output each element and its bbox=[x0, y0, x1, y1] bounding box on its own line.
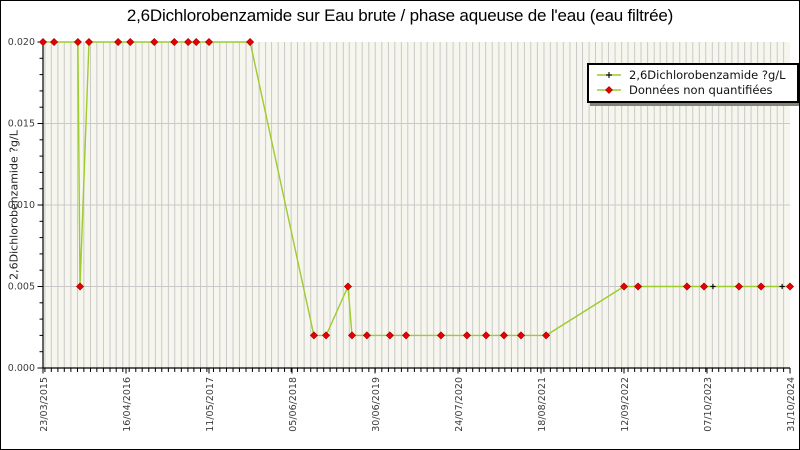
data-point-unquantified-marker bbox=[322, 331, 331, 340]
data-point-unquantified-marker bbox=[682, 282, 692, 291]
data-point-unquantified-marker bbox=[516, 331, 526, 340]
y-tick-label: 0.005 bbox=[8, 282, 35, 293]
data-point-unquantified-marker bbox=[246, 37, 255, 47]
x-tick-label: 30/06/2019 bbox=[371, 377, 382, 432]
data-point-unquantified-marker bbox=[619, 282, 629, 291]
data-point-unquantified-marker bbox=[634, 282, 643, 291]
data-point-unquantified-marker bbox=[50, 37, 59, 47]
data-point-unquantified-marker bbox=[385, 331, 394, 340]
data-point-unquantified-marker bbox=[38, 37, 48, 47]
legend-item-series: 2,6Dichlorobenzamide ?g/L bbox=[596, 68, 786, 82]
data-point-unquantified-marker bbox=[343, 282, 352, 291]
x-tick-label: 24/07/2020 bbox=[454, 377, 465, 432]
x-tick-label: 23/03/2015 bbox=[39, 377, 50, 432]
legend-label: 2,6Dichlorobenzamide ?g/L bbox=[629, 68, 786, 82]
legend: 2,6Dichlorobenzamide ?g/L Données non qu… bbox=[587, 63, 799, 103]
data-point-unquantified-marker bbox=[76, 282, 85, 291]
y-tick-label: 0.020 bbox=[8, 37, 35, 48]
legend-marker-plus-icon bbox=[597, 72, 621, 78]
data-point-unquantified-marker bbox=[150, 37, 159, 47]
data-point-unquantified-marker bbox=[114, 37, 123, 47]
data-point-unquantified-marker bbox=[347, 331, 357, 340]
data-point-unquantified-marker bbox=[126, 37, 135, 47]
data-point-unquantified-marker bbox=[699, 282, 709, 291]
data-point-unquantified-marker bbox=[482, 331, 491, 340]
data-point-unquantified-marker bbox=[542, 331, 551, 340]
x-tick-label: 12/09/2022 bbox=[620, 377, 631, 432]
data-point-unquantified-marker bbox=[499, 331, 508, 340]
data-point-unquantified-marker bbox=[734, 282, 743, 291]
data-point-unquantified-marker bbox=[184, 37, 193, 47]
x-tick-label: 11/05/2017 bbox=[205, 377, 216, 432]
data-point-unquantified-marker bbox=[73, 37, 82, 47]
legend-label: Données non quantifiées bbox=[629, 83, 773, 97]
data-point-unquantified-marker bbox=[192, 37, 201, 47]
data-point-unquantified-marker bbox=[362, 331, 371, 340]
y-tick-label: 0.000 bbox=[8, 363, 35, 374]
data-point-unquantified-marker bbox=[402, 331, 411, 340]
x-tick-label: 05/06/2018 bbox=[288, 377, 299, 432]
legend-item-unquantified: Données non quantifiées bbox=[596, 83, 786, 97]
x-tick-label: 31/10/2024 bbox=[786, 377, 797, 432]
data-point-unquantified-marker bbox=[170, 37, 179, 47]
y-tick-label: 0.010 bbox=[8, 200, 35, 211]
data-point-unquantified-marker bbox=[785, 282, 795, 291]
data-point-unquantified-marker bbox=[309, 331, 318, 340]
data-point-unquantified-marker bbox=[757, 282, 766, 291]
data-point-unquantified-marker bbox=[436, 331, 445, 340]
x-tick-label: 18/08/2021 bbox=[537, 377, 548, 432]
chart-title: 2,6Dichlorobenzamide sur Eau brute / pha… bbox=[126, 6, 674, 25]
data-point-unquantified-marker bbox=[204, 37, 214, 47]
x-tick-label: 16/04/2016 bbox=[122, 377, 133, 432]
x-tick-label: 07/10/2023 bbox=[703, 377, 714, 432]
legend-marker-diamond-icon bbox=[597, 86, 621, 94]
y-tick-label: 0.015 bbox=[8, 119, 35, 130]
data-point-unquantified-marker bbox=[462, 331, 471, 340]
data-point-unquantified-marker bbox=[84, 37, 93, 47]
